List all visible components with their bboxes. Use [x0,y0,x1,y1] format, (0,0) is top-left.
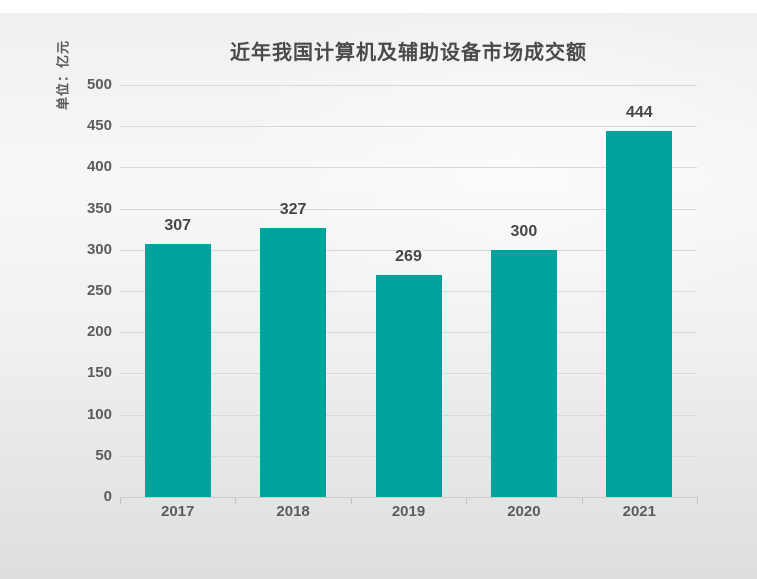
y-axis-tick-label-350: 350 [86,199,112,217]
y-axis-tick-label-450: 450 [86,117,112,135]
y-axis-tick-label-250: 250 [86,282,112,299]
x-axis-tick [350,498,352,504]
gridline-400 [120,167,697,169]
x-axis-tick [120,498,121,504]
y-axis-tick-label-300: 300 [86,240,112,258]
x-axis-tick-label-2017: 2017 [161,503,195,520]
bar-2018 [260,227,327,497]
y-axis-tick-label-0: 0 [103,488,112,505]
y-axis-unit-label: 单位：亿元 [55,39,71,111]
gridline-300 [120,249,697,251]
bar-2020 [490,249,557,497]
gridline-350 [120,208,697,210]
x-axis-tick-label-2019: 2019 [391,503,426,520]
y-axis-tick-label-400: 400 [86,158,112,176]
y-axis-tick-label-100: 100 [86,405,112,423]
bar-value-label-2017: 307 [164,217,192,235]
x-axis-tick-label-2018: 2018 [276,503,310,520]
y-axis-tick-label-500: 500 [86,76,112,93]
gridline-500 [120,85,697,86]
bar-value-label-2021: 444 [625,104,653,122]
x-axis-tick-label-2021: 2021 [622,503,656,520]
x-axis-tick [466,498,468,504]
chart-title: 近年我国计算机及辅助设备市场成交额 [230,42,587,64]
x-axis-tick [581,498,583,504]
x-axis-tick [235,498,237,504]
y-axis-tick-label-200: 200 [86,323,112,341]
bar-2019 [375,275,442,497]
x-axis-line [120,497,698,498]
bar-value-label-2020: 300 [510,222,538,240]
bar-2017 [144,244,211,497]
x-axis-tick [697,498,698,504]
bar-2021 [606,131,673,497]
x-axis-tick-label-2020: 2020 [507,503,541,520]
bar-value-label-2018: 327 [279,200,307,218]
gridline-450 [120,126,697,128]
y-axis-tick-label-150: 150 [86,364,112,382]
y-axis-tick-label-50: 50 [95,446,112,464]
bar-value-label-2019: 269 [395,248,422,266]
